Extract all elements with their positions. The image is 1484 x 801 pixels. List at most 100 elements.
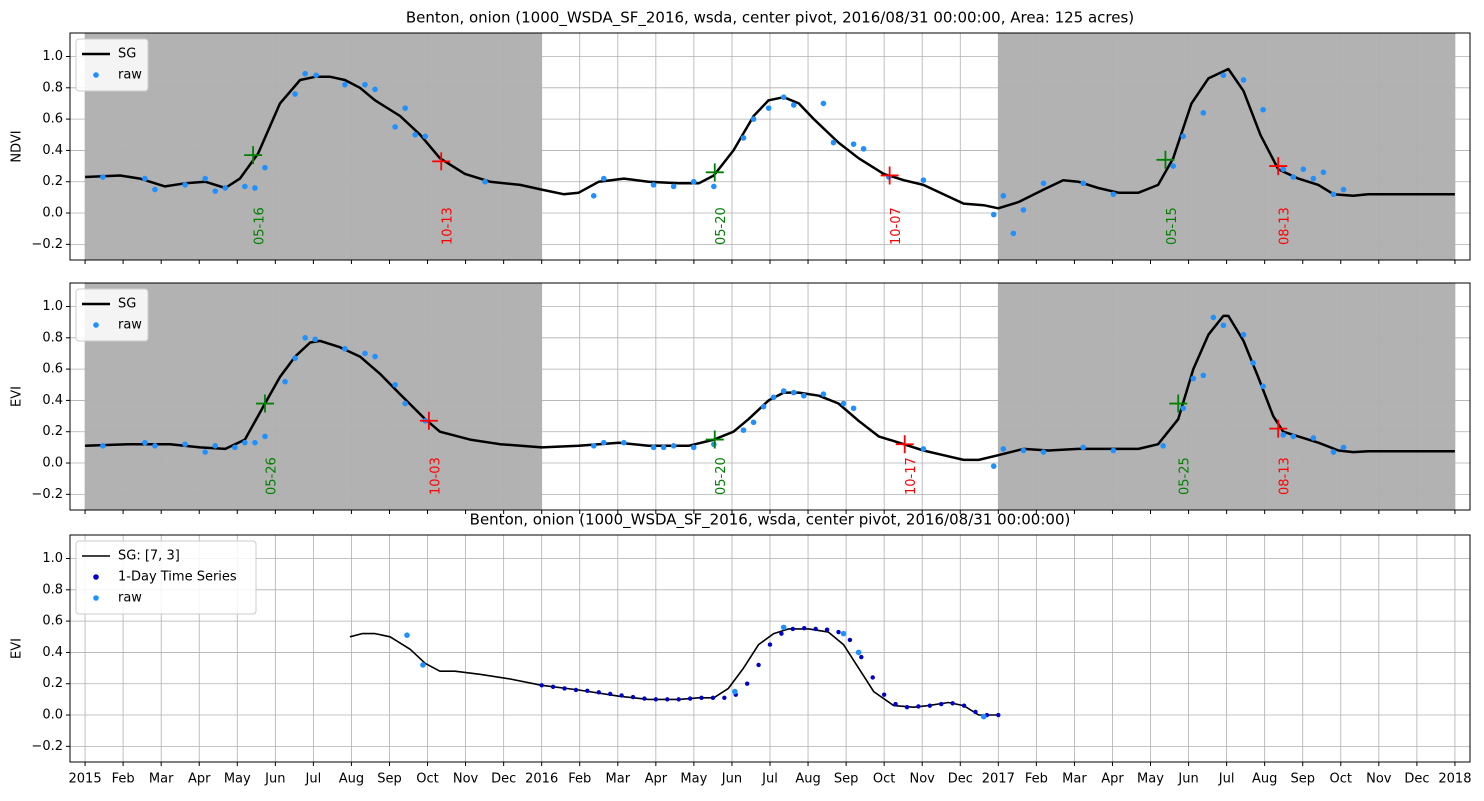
data-point — [840, 630, 847, 637]
y-tick-label: 0.8 — [42, 582, 63, 597]
date-annotation: 10-13 — [441, 207, 456, 245]
data-point — [252, 185, 258, 191]
y-tick-label: 0.0 — [42, 708, 63, 723]
data-point — [650, 182, 657, 188]
y-tick-label: 0.0 — [42, 456, 63, 471]
y-tick-label: 0.6 — [42, 362, 63, 377]
data-point — [850, 405, 857, 412]
data-point — [927, 703, 933, 708]
data-point — [836, 629, 841, 635]
y-tick-label: 0.4 — [42, 645, 63, 660]
data-point — [420, 662, 426, 668]
plot-area — [70, 33, 1470, 260]
plus-marker — [1169, 394, 1188, 413]
x-tick-label: May — [680, 772, 707, 787]
x-tick-label: Nov — [910, 772, 936, 787]
panel-title: Benton, onion (1000_WSDA_SF_2016, wsda, … — [406, 9, 1134, 28]
plus-marker — [1156, 150, 1175, 169]
data-point — [182, 182, 188, 188]
data-point — [342, 345, 348, 352]
data-point — [392, 381, 398, 388]
x-tick-label: Sep — [377, 772, 402, 787]
y-tick-label: 0.0 — [42, 206, 63, 221]
data-point — [1080, 444, 1087, 451]
data-point — [665, 697, 670, 702]
x-tick-label: Oct — [1330, 772, 1352, 787]
legend-box — [75, 288, 149, 342]
x-tick-label: 2017 — [982, 772, 1015, 787]
data-point — [212, 443, 219, 449]
data-point — [660, 444, 667, 451]
data-point — [292, 355, 298, 361]
y-tick-label: 0.4 — [42, 393, 63, 408]
data-point — [800, 392, 807, 399]
data-point — [1000, 193, 1007, 199]
x-tick-label: Sep — [1290, 772, 1315, 787]
data-point — [790, 102, 797, 108]
x-tick-label: Apr — [645, 772, 668, 787]
data-point — [242, 183, 248, 190]
data-point — [202, 175, 208, 182]
x-tick-label: 2018 — [1438, 772, 1471, 787]
data-point — [744, 681, 750, 686]
data-point — [710, 695, 716, 701]
x-tick-label: Nov — [1366, 772, 1392, 787]
data-point — [813, 626, 818, 632]
data-point — [1260, 106, 1266, 113]
data-point — [1290, 433, 1297, 440]
data-point — [182, 441, 188, 448]
data-point — [642, 696, 647, 701]
data-point — [722, 695, 727, 701]
data-point — [630, 694, 636, 700]
data-point — [590, 193, 597, 199]
data-point — [870, 675, 875, 680]
data-point — [1040, 449, 1047, 455]
data-point — [600, 175, 607, 182]
data-point — [1290, 174, 1297, 180]
x-tick-label: 2016 — [525, 772, 558, 787]
y-tick-label: 0.8 — [42, 330, 63, 345]
legend-label: SG — [118, 47, 136, 62]
data-point — [1280, 166, 1287, 172]
axes-frame — [69, 534, 1471, 763]
data-point — [847, 637, 853, 643]
plus-marker — [705, 163, 724, 182]
data-point — [262, 433, 268, 440]
data-point — [690, 178, 697, 185]
plot-area — [70, 283, 1470, 510]
data-point — [767, 642, 773, 647]
data-point — [222, 185, 229, 191]
data-point — [687, 696, 693, 701]
date-annotation: 05-15 — [1165, 207, 1180, 245]
data-point — [1320, 169, 1327, 176]
data-point — [802, 625, 807, 631]
date-annotation: 08-13 — [1278, 207, 1293, 245]
legend-label: SG — [118, 297, 136, 312]
date-annotation: 05-20 — [714, 457, 729, 495]
data-point — [653, 697, 659, 702]
data-point — [1220, 322, 1227, 329]
data-point — [1310, 175, 1317, 182]
data-point — [1180, 405, 1187, 412]
x-tick-label: Jun — [1177, 772, 1198, 787]
x-tick-label: Oct — [416, 772, 438, 787]
data-point — [920, 446, 927, 452]
data-point — [939, 701, 944, 707]
date-annotation: 05-20 — [714, 207, 729, 245]
data-point — [950, 701, 955, 706]
data-point — [152, 186, 158, 193]
data-point — [1080, 180, 1087, 187]
data-point — [1200, 110, 1207, 116]
legend-key — [93, 595, 99, 601]
y-tick-label: −0.2 — [31, 487, 63, 502]
x-tick-label: Nov — [453, 772, 479, 787]
legend-key — [93, 72, 99, 78]
legend-box — [75, 38, 149, 92]
data-point — [1020, 207, 1027, 213]
plus-marker — [705, 430, 724, 449]
plus-marker — [432, 152, 451, 171]
x-tick-label: Feb — [112, 772, 135, 787]
x-tick-label: Feb — [1025, 772, 1048, 787]
data-point — [142, 439, 148, 446]
